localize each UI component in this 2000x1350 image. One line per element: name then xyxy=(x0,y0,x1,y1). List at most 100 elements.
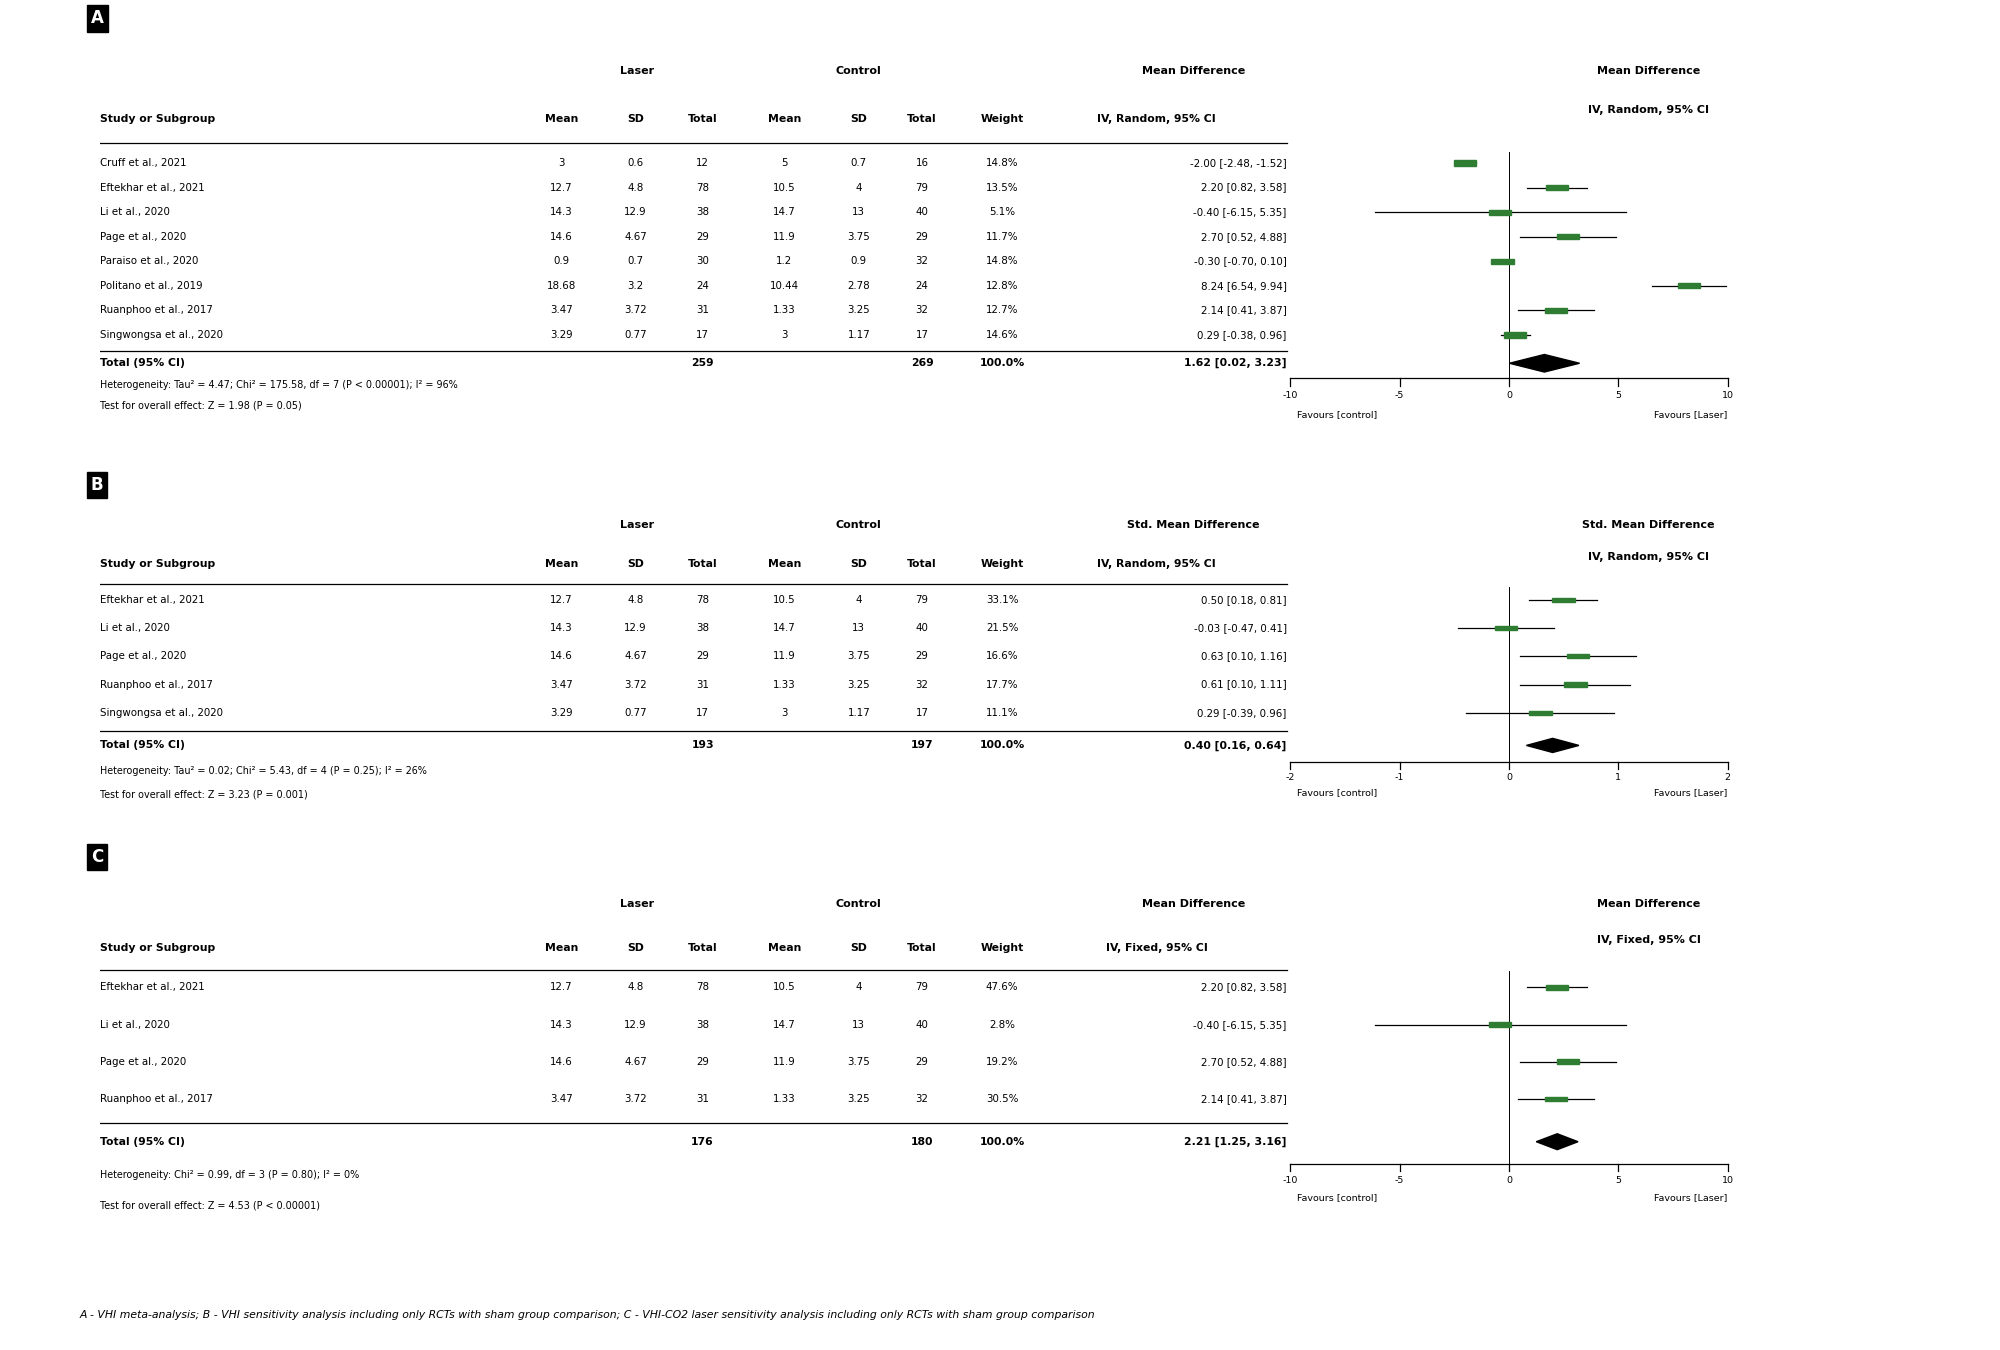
Text: C: C xyxy=(90,848,102,867)
Text: 16: 16 xyxy=(916,158,928,167)
Text: 3: 3 xyxy=(558,158,564,167)
Text: 13: 13 xyxy=(852,207,866,217)
Text: Mean Difference: Mean Difference xyxy=(1142,899,1246,909)
Text: -5: -5 xyxy=(1394,392,1404,400)
Text: 79: 79 xyxy=(916,182,928,193)
Text: -1: -1 xyxy=(1394,774,1404,782)
Text: 14.8%: 14.8% xyxy=(986,158,1018,167)
Text: 1.62 [0.02, 3.23]: 1.62 [0.02, 3.23] xyxy=(1184,358,1286,369)
Text: 193: 193 xyxy=(692,740,714,751)
Text: 0.29 [-0.38, 0.96]: 0.29 [-0.38, 0.96] xyxy=(1198,329,1286,340)
Text: 29: 29 xyxy=(916,1057,928,1066)
Text: IV, Fixed, 95% CI: IV, Fixed, 95% CI xyxy=(1596,934,1700,945)
Text: 180: 180 xyxy=(910,1137,934,1146)
Text: Page et al., 2020: Page et al., 2020 xyxy=(100,1057,186,1066)
Text: 5: 5 xyxy=(1616,1176,1622,1185)
Text: 29: 29 xyxy=(916,232,928,242)
Bar xyxy=(1678,284,1700,289)
Text: 17: 17 xyxy=(696,329,710,340)
Text: 176: 176 xyxy=(692,1137,714,1146)
Text: 17: 17 xyxy=(696,707,710,718)
Text: Laser: Laser xyxy=(620,899,654,909)
Text: SD: SD xyxy=(628,115,644,124)
Text: 79: 79 xyxy=(916,983,928,992)
Text: -10: -10 xyxy=(1282,392,1298,400)
Text: 3: 3 xyxy=(782,329,788,340)
Text: Total (95% CI): Total (95% CI) xyxy=(100,1137,184,1146)
Text: SD: SD xyxy=(850,942,868,953)
Text: 1.2: 1.2 xyxy=(776,256,792,266)
Text: 3: 3 xyxy=(782,707,788,718)
Bar xyxy=(1556,1060,1580,1064)
Text: Mean: Mean xyxy=(544,559,578,570)
Bar xyxy=(1492,259,1514,265)
Text: 14.6%: 14.6% xyxy=(986,329,1018,340)
Text: Total: Total xyxy=(688,942,718,953)
Text: 14.6: 14.6 xyxy=(550,232,572,242)
Text: 3.47: 3.47 xyxy=(550,679,572,690)
Text: 0.61 [0.10, 1.11]: 0.61 [0.10, 1.11] xyxy=(1200,679,1286,690)
Text: 31: 31 xyxy=(696,305,710,316)
Text: 14.6: 14.6 xyxy=(550,1057,572,1066)
Text: 31: 31 xyxy=(696,1094,710,1104)
Text: -2: -2 xyxy=(1286,774,1296,782)
Text: 24: 24 xyxy=(696,281,710,290)
Text: Favours [control]: Favours [control] xyxy=(1296,1193,1378,1202)
Text: Page et al., 2020: Page et al., 2020 xyxy=(100,232,186,242)
Text: Favours [Laser]: Favours [Laser] xyxy=(1654,410,1726,418)
Text: -5: -5 xyxy=(1394,1176,1404,1185)
Bar xyxy=(1544,1096,1566,1102)
Text: 3.47: 3.47 xyxy=(550,305,572,316)
Text: 259: 259 xyxy=(692,358,714,369)
Text: SD: SD xyxy=(628,942,644,953)
Text: 12.9: 12.9 xyxy=(624,622,646,633)
Text: 0.50 [0.18, 0.81]: 0.50 [0.18, 0.81] xyxy=(1202,595,1286,605)
Text: -10: -10 xyxy=(1282,1176,1298,1185)
Text: 4.8: 4.8 xyxy=(628,182,644,193)
Text: Ruanphoo et al., 2017: Ruanphoo et al., 2017 xyxy=(100,305,212,316)
Text: B: B xyxy=(90,477,104,494)
Text: 78: 78 xyxy=(696,983,710,992)
Text: SD: SD xyxy=(628,559,644,570)
Text: -0.40 [-6.15, 5.35]: -0.40 [-6.15, 5.35] xyxy=(1194,1019,1286,1030)
Text: IV, Random, 95% CI: IV, Random, 95% CI xyxy=(1588,552,1708,562)
Text: Total: Total xyxy=(688,115,718,124)
Text: Favours [control]: Favours [control] xyxy=(1296,410,1378,418)
Polygon shape xyxy=(1536,1134,1578,1150)
Text: 2.21 [1.25, 3.16]: 2.21 [1.25, 3.16] xyxy=(1184,1137,1286,1148)
Text: Test for overall effect: Z = 3.23 (P = 0.001): Test for overall effect: Z = 3.23 (P = 0… xyxy=(100,790,308,799)
Text: Eftekhar et al., 2021: Eftekhar et al., 2021 xyxy=(100,983,204,992)
Text: 24: 24 xyxy=(916,281,928,290)
Text: 4: 4 xyxy=(856,595,862,605)
Text: 14.7: 14.7 xyxy=(774,1019,796,1030)
Text: 1.33: 1.33 xyxy=(774,305,796,316)
Text: IV, Random, 95% CI: IV, Random, 95% CI xyxy=(1098,559,1216,570)
Text: Std. Mean Difference: Std. Mean Difference xyxy=(1582,520,1714,531)
Polygon shape xyxy=(1526,738,1578,752)
Text: 21.5%: 21.5% xyxy=(986,622,1018,633)
Text: 3.72: 3.72 xyxy=(624,1094,646,1104)
Text: 19.2%: 19.2% xyxy=(986,1057,1018,1066)
Text: -2.00 [-2.48, -1.52]: -2.00 [-2.48, -1.52] xyxy=(1190,158,1286,167)
Text: 3.47: 3.47 xyxy=(550,1094,572,1104)
Text: 32: 32 xyxy=(916,679,928,690)
Text: 4.67: 4.67 xyxy=(624,651,648,661)
Bar xyxy=(1494,626,1516,630)
Text: 14.3: 14.3 xyxy=(550,207,572,217)
Text: 38: 38 xyxy=(696,207,710,217)
Text: Eftekhar et al., 2021: Eftekhar et al., 2021 xyxy=(100,595,204,605)
Text: 0: 0 xyxy=(1506,774,1512,782)
Text: 1.33: 1.33 xyxy=(774,679,796,690)
Text: 2.78: 2.78 xyxy=(848,281,870,290)
Text: Laser: Laser xyxy=(620,520,654,531)
Text: Weight: Weight xyxy=(980,559,1024,570)
Text: 31: 31 xyxy=(696,679,710,690)
Text: 0: 0 xyxy=(1506,392,1512,400)
Text: 17.7%: 17.7% xyxy=(986,679,1018,690)
Text: 2.20 [0.82, 3.58]: 2.20 [0.82, 3.58] xyxy=(1202,182,1286,193)
Text: Cruff et al., 2021: Cruff et al., 2021 xyxy=(100,158,186,167)
Text: 2.14 [0.41, 3.87]: 2.14 [0.41, 3.87] xyxy=(1200,305,1286,316)
Text: 100.0%: 100.0% xyxy=(980,1137,1024,1146)
Text: 1.17: 1.17 xyxy=(848,707,870,718)
Text: 12.7: 12.7 xyxy=(550,983,572,992)
